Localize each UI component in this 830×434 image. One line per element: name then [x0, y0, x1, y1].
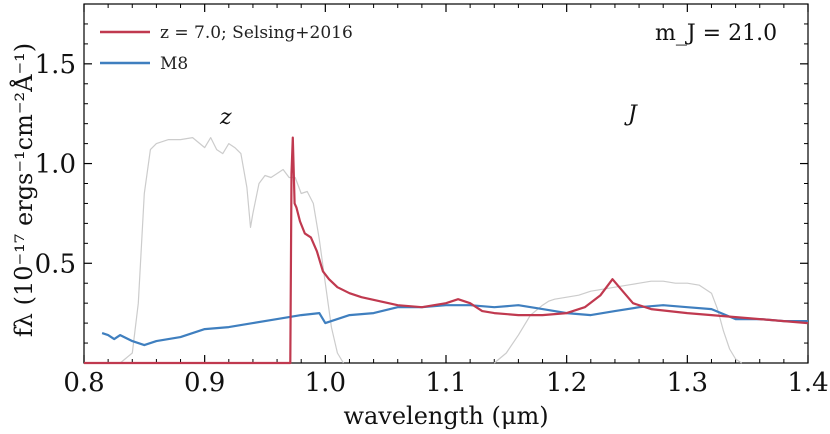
j-band-label: J	[624, 102, 638, 127]
legend-label-m8: M8	[160, 54, 188, 74]
z-band-label: z	[219, 105, 232, 130]
z-filter-curve	[119, 137, 344, 364]
y-tick-label: 1.5	[35, 50, 76, 80]
x-tick-label: 1.1	[425, 368, 466, 398]
x-tick-label: 1.4	[787, 368, 828, 398]
axis-ticks: 0.8 0.9 1.0 1.1 1.2 1.3 1.4 0.5 1.0 1.5	[35, 4, 829, 398]
x-tick-label: 1.0	[305, 368, 346, 398]
legend-label-quasar: z = 7.0; Selsing+2016	[160, 23, 353, 43]
y-tick-label: 0.5	[35, 249, 76, 279]
x-tick-label: 0.9	[184, 368, 225, 398]
legend: z = 7.0; Selsing+2016 M8	[100, 23, 353, 74]
j-filter-curve	[493, 280, 742, 364]
m8-spectrum-line	[101, 304, 808, 347]
magnitude-annotation: m_J = 21.0	[655, 21, 777, 46]
x-tick-label: 0.8	[63, 368, 104, 398]
y-axis-title: fλ (10⁻¹⁷ ergs⁻¹cm⁻²Å⁻¹)	[9, 43, 38, 337]
series-layer	[84, 136, 809, 365]
y-tick-label: 1.0	[35, 150, 76, 180]
x-tick-label: 1.3	[667, 368, 708, 398]
x-axis-title: wavelength (μm)	[343, 402, 548, 430]
x-tick-label: 1.2	[546, 368, 587, 398]
quasar-spectrum-line	[84, 136, 809, 365]
